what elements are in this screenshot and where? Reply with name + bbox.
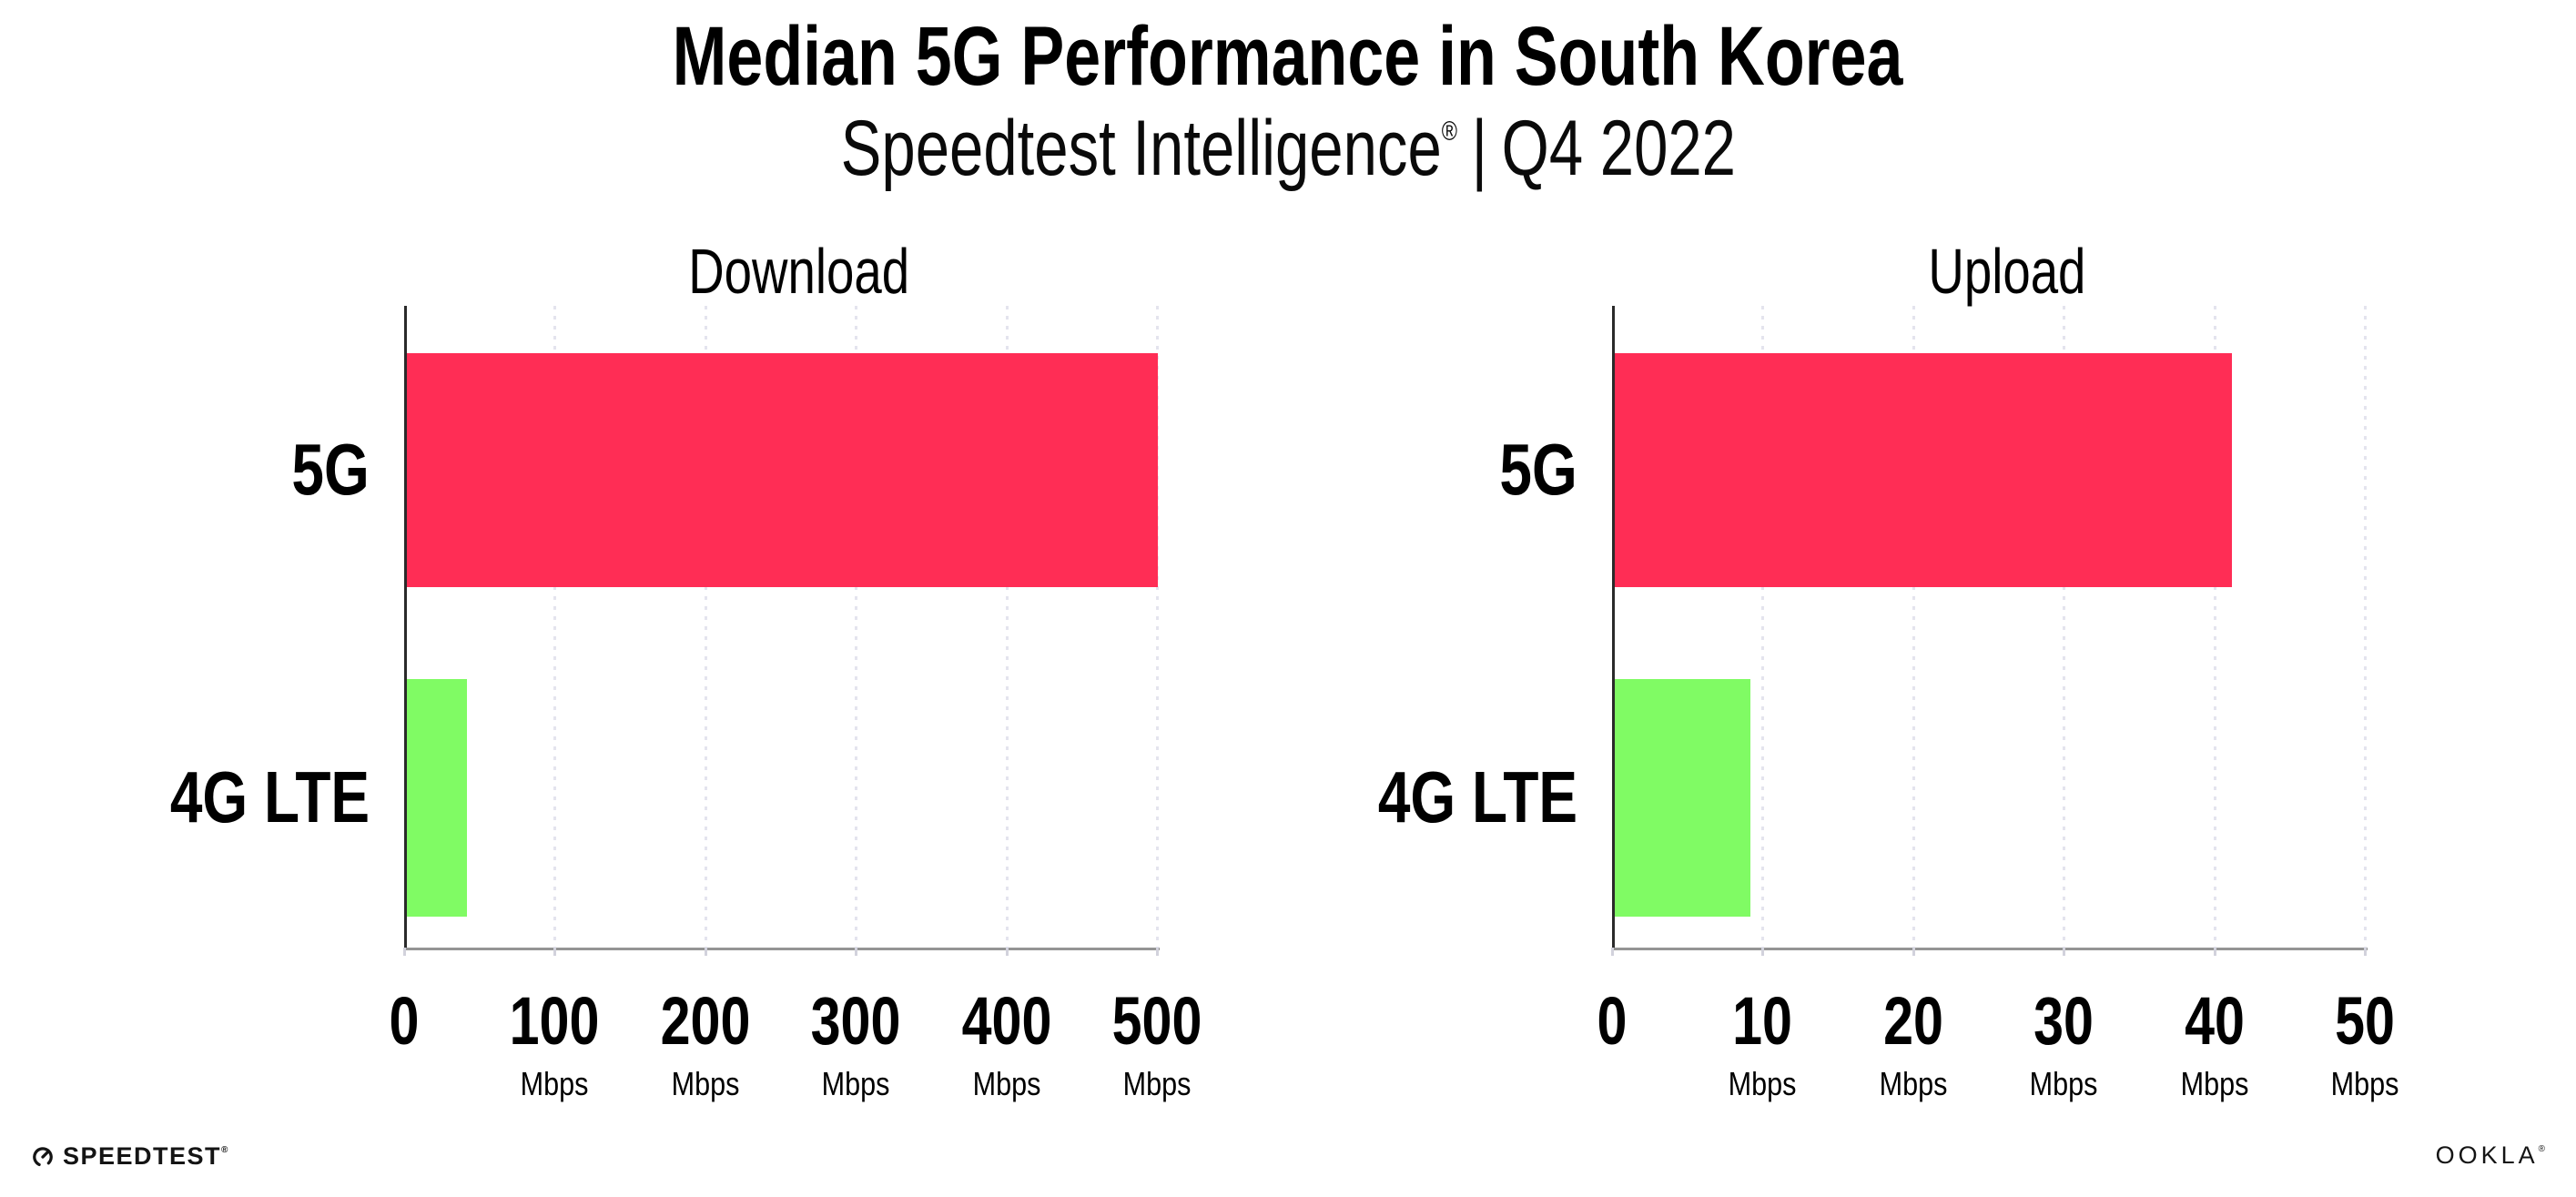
axis-tick-mark [1912,948,1915,956]
x-tick-500: 500 Mbps [1100,988,1212,1101]
y-axis-line [1612,306,1615,948]
registered-trademark-icon: ® [221,1144,229,1155]
ookla-logo: OOKLA® [2436,1141,2545,1170]
x-tick-unit: Mbps [2029,1065,2098,1102]
x-tick-30: 30 Mbps [2023,988,2104,1101]
category-labels: 5G 4G LTE [0,306,370,948]
x-tick-value: 30 [2033,983,2094,1059]
plot-area [1611,306,2402,956]
x-tick-value: 100 [510,983,600,1059]
axis-tick-mark [855,948,858,956]
x-tick-value: 40 [2184,983,2245,1059]
gridline-40 [2213,306,2216,948]
x-tick-value: 400 [961,983,1051,1059]
axis-tick-mark [553,948,557,956]
x-tick-40: 40 Mbps [2175,988,2255,1101]
x-tick-20: 20 Mbps [1873,988,1953,1101]
bar-5g [407,353,1159,587]
gridline-20 [1912,306,1915,948]
x-tick-0: 0 [1593,988,1630,1055]
gridline-30 [2063,306,2066,948]
x-tick-0: 0 [385,988,422,1055]
x-tick-100: 100 Mbps [499,988,611,1101]
x-tick-unit: Mbps [1879,1065,1948,1102]
x-axis-line [1612,948,2368,950]
axis-tick-mark [1005,948,1009,956]
bar-4g-lte [1615,679,1750,917]
gridline-10 [1761,306,1765,948]
gridline-50 [2364,306,2367,948]
axis-tick-mark [704,948,707,956]
axis-tick-mark [403,948,406,956]
x-tick-value: 0 [1597,983,1628,1059]
x-tick-300: 300 Mbps [799,988,911,1101]
gridline-300 [855,306,858,948]
chart-title-text: Download [688,236,910,307]
speedtest-label: SPEEDTEST [63,1141,222,1170]
x-axis-ticks: 0 10 Mbps 20 Mbps 30 Mbps 40 Mbps 50 Mbps [1597,988,2405,1133]
x-tick-value: 20 [1882,983,1943,1059]
speedtest-gauge-icon [33,1147,53,1167]
x-tick-value: 500 [1111,983,1202,1059]
category-label-5g: 5G [1499,429,1577,510]
category-label-5g: 5G [291,429,370,510]
y-axis-line [404,306,407,948]
page-title-text: Median 5G Performance in South Korea [673,10,1903,103]
x-tick-value: 200 [660,983,751,1059]
category-label-4g-lte: 4G LTE [1377,756,1577,837]
axis-tick-mark [2063,948,2066,956]
x-tick-unit: Mbps [2330,1065,2399,1102]
x-tick-400: 400 Mbps [950,988,1062,1101]
axis-tick-mark [2213,948,2216,956]
subtitle-brand: Speedtest Intelligence [840,105,1442,192]
x-tick-value: 0 [389,983,420,1059]
gridline-200 [704,306,707,948]
download-chart: Download 5G 4G LTE 0 100 Mbps 200 Mbps 300 Mbps… [170,0,1202,1138]
x-tick-unit: Mbps [671,1065,740,1102]
x-tick-unit: Mbps [520,1065,589,1102]
axis-tick-mark [1611,948,1614,956]
gridline-400 [1005,306,1009,948]
ookla-wordmark: OOKLA [2435,1141,2539,1169]
x-tick-unit: Mbps [2180,1065,2249,1102]
gridline-500 [1156,306,1159,948]
x-tick-50: 50 Mbps [2325,988,2405,1101]
x-tick-unit: Mbps [1122,1065,1192,1102]
page-subtitle-text: Speedtest Intelligence® | Q4 2022 [840,107,1735,189]
speedtest-wordmark: SPEEDTEST® [63,1142,229,1171]
gridline-100 [553,306,557,948]
x-tick-200: 200 Mbps [649,988,761,1101]
x-tick-unit: Mbps [1728,1065,1797,1102]
page-subtitle: Speedtest Intelligence® | Q4 2022 [0,107,2576,189]
registered-trademark-icon: ® [2538,1144,2545,1154]
x-axis-ticks: 0 100 Mbps 200 Mbps 300 Mbps 400 Mbps 500 Mbps [390,988,1202,1133]
x-tick-value: 10 [1732,983,1793,1059]
registered-trademark-icon: ® [1441,117,1457,147]
axis-tick-mark [1761,948,1765,956]
upload-chart: Upload 5G 4G LTE 0 10 Mbps 20 Mbps 30 Mbps 40 Mbp… [1378,0,2405,1138]
chart-title-text: Upload [1928,236,2086,307]
upload-chart-title: Upload [1612,235,2402,308]
bar-4g-lte [407,679,468,917]
category-labels: 5G 4G LTE [1186,306,1577,948]
page-title: Median 5G Performance in South Korea [0,13,2576,101]
axis-tick-mark [2364,948,2367,956]
x-tick-value: 50 [2335,983,2395,1059]
x-tick-unit: Mbps [972,1065,1041,1102]
bar-5g [1615,353,2233,587]
x-axis-line [404,948,1160,950]
axis-tick-mark [1156,948,1159,956]
subtitle-period: Q4 2022 [1501,105,1736,192]
x-tick-unit: Mbps [821,1065,890,1102]
plot-area [403,306,1194,956]
subtitle-separator: | [1471,105,1487,192]
category-label-4g-lte: 4G LTE [169,756,370,837]
x-tick-10: 10 Mbps [1722,988,1802,1101]
speedtest-logo: SPEEDTEST® [31,1136,229,1176]
x-tick-value: 300 [810,983,901,1059]
download-chart-title: Download [404,235,1194,308]
